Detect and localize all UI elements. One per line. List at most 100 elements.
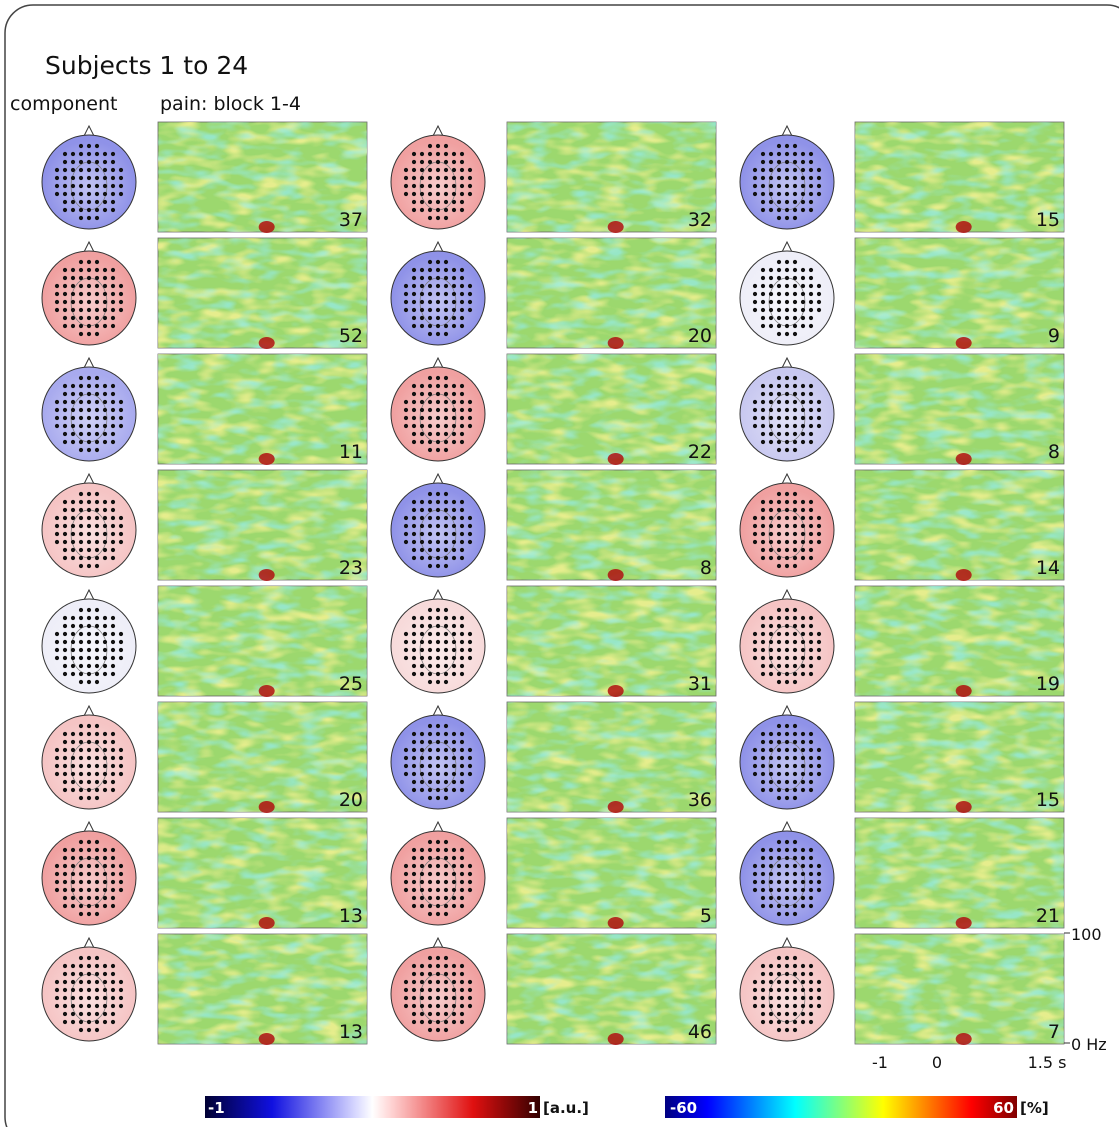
electrode <box>809 788 813 792</box>
electrode <box>436 440 440 444</box>
electrode <box>63 424 67 428</box>
electrode <box>777 292 781 296</box>
electrode <box>817 168 821 172</box>
electrode <box>412 400 416 404</box>
electrode <box>428 324 432 328</box>
subject-count: 14 <box>1036 557 1060 579</box>
electrode <box>793 864 797 868</box>
electrode <box>436 904 440 908</box>
electrode <box>785 276 789 280</box>
electrode <box>801 316 805 320</box>
electrode <box>55 632 59 636</box>
spectrogram-blob <box>956 453 972 465</box>
electrode <box>404 764 408 768</box>
electrode <box>801 848 805 852</box>
electrode <box>111 988 115 992</box>
electrode <box>111 548 115 552</box>
electrode <box>436 764 440 768</box>
electrode <box>801 324 805 328</box>
electrode <box>761 424 765 428</box>
electrode <box>785 624 789 628</box>
electrode <box>420 384 424 388</box>
electrode <box>436 724 440 728</box>
electrode <box>71 756 75 760</box>
topography-shade <box>392 948 484 1040</box>
electrode <box>420 964 424 968</box>
electrode <box>428 748 432 752</box>
electrode <box>420 184 424 188</box>
electrode <box>444 680 448 684</box>
electrode <box>420 424 424 428</box>
electrode <box>769 524 773 528</box>
electrode <box>793 988 797 992</box>
electrode <box>71 1012 75 1016</box>
topography-shade <box>741 368 833 460</box>
electrode <box>103 980 107 984</box>
electrode <box>71 184 75 188</box>
electrode <box>444 856 448 860</box>
electrode <box>452 732 456 736</box>
electrode <box>95 856 99 860</box>
electrode <box>63 864 67 868</box>
electrode <box>801 640 805 644</box>
electrode <box>119 284 123 288</box>
electrode <box>428 672 432 676</box>
electrode <box>460 268 464 272</box>
electrode <box>111 780 115 784</box>
electrode <box>79 448 83 452</box>
electrode <box>785 400 789 404</box>
electrode <box>71 648 75 652</box>
electrode <box>428 1028 432 1032</box>
electrode <box>95 980 99 984</box>
electrode <box>753 772 757 776</box>
electrode <box>452 972 456 976</box>
electrode <box>63 880 67 884</box>
electrode <box>761 308 765 312</box>
electrode <box>801 964 805 968</box>
electrode <box>87 912 91 916</box>
electrode <box>460 384 464 388</box>
electrode <box>468 632 472 636</box>
electrode <box>753 532 757 536</box>
electrode <box>769 284 773 288</box>
electrode <box>468 764 472 768</box>
electrode <box>111 500 115 504</box>
electrode <box>103 432 107 436</box>
electrode <box>79 324 83 328</box>
electrode <box>777 376 781 380</box>
electrode <box>428 308 432 312</box>
electrode <box>801 632 805 636</box>
electrode <box>103 292 107 296</box>
electrode <box>79 216 83 220</box>
spectrogram-blob <box>259 917 275 929</box>
electrode <box>63 160 67 164</box>
electrode <box>468 192 472 196</box>
electrode <box>444 216 448 220</box>
electrode <box>95 964 99 968</box>
electrode <box>87 416 91 420</box>
electrode <box>95 848 99 852</box>
electrode <box>769 176 773 180</box>
electrode <box>460 400 464 404</box>
electrode <box>785 332 789 336</box>
electrode <box>420 864 424 868</box>
electrode <box>119 424 123 428</box>
electrode <box>769 872 773 876</box>
electrode <box>87 632 91 636</box>
electrode <box>460 772 464 776</box>
electrode <box>95 1004 99 1008</box>
electrode <box>769 500 773 504</box>
electrode <box>420 292 424 296</box>
electrode <box>111 880 115 884</box>
spectrogram-blob <box>259 337 275 349</box>
subject-count: 31 <box>688 673 712 695</box>
electrode <box>119 980 123 984</box>
electrode <box>809 284 813 288</box>
electrode <box>444 540 448 544</box>
electrode <box>63 672 67 676</box>
electrode <box>436 292 440 296</box>
electrode <box>111 764 115 768</box>
electrode <box>111 1004 115 1008</box>
electrode <box>87 748 91 752</box>
electrode <box>436 424 440 428</box>
